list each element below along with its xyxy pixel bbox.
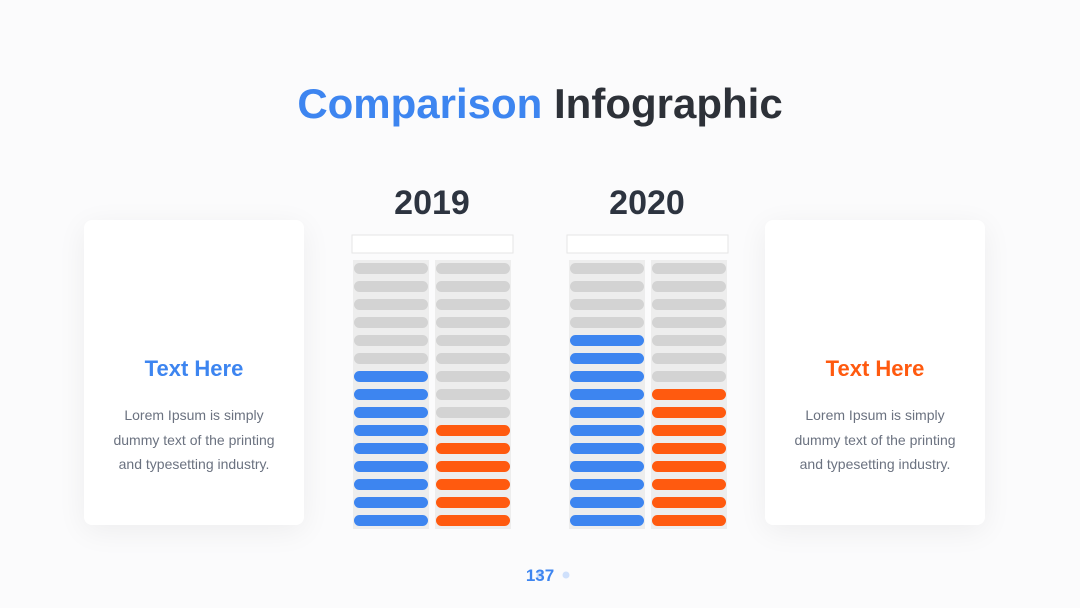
segment-empty (570, 299, 644, 310)
card-heading: Text Here (825, 356, 925, 381)
segment-empty (354, 263, 428, 274)
segment-empty (354, 317, 428, 328)
segment-empty (652, 317, 726, 328)
segment-empty (652, 371, 726, 382)
segment-empty (570, 263, 644, 274)
dot (562, 571, 570, 579)
segment-empty (652, 263, 726, 274)
segment-filled (354, 389, 428, 400)
segment-filled (570, 407, 644, 418)
segment-filled (436, 425, 510, 436)
year: 2020 (609, 184, 685, 222)
segment-filled (570, 335, 644, 346)
card: Text Here Lorem Ipsum is simply dummy te… (84, 220, 304, 525)
segment-empty (570, 317, 644, 328)
dot (536, 571, 544, 579)
segment-filled (354, 479, 428, 490)
header-box (566, 234, 729, 254)
segment-empty (436, 281, 510, 292)
segment-empty (436, 263, 510, 274)
segment-filled (354, 425, 428, 436)
segment-filled (436, 497, 510, 508)
segment-filled (652, 425, 726, 436)
segment-filled (570, 389, 644, 400)
card-body: Lorem Ipsum is simply dummy text of the … (794, 407, 956, 472)
segment-filled (570, 479, 644, 490)
segment-empty (570, 281, 644, 292)
segment-filled (436, 479, 510, 490)
segment-filled (652, 443, 726, 454)
segment-empty (436, 371, 510, 382)
card-heading: Text Here (144, 356, 244, 381)
segment-empty (436, 389, 510, 400)
segment-filled (436, 461, 510, 472)
segment-filled (570, 497, 644, 508)
segment-filled (652, 497, 726, 508)
title: Comparison Infographic (0, 80, 1080, 128)
segment-empty (436, 317, 510, 328)
segment-empty (436, 299, 510, 310)
segment-filled (354, 443, 428, 454)
segment-empty (436, 335, 510, 346)
segment-filled (570, 515, 644, 526)
segment-filled (354, 515, 428, 526)
segment-filled (354, 407, 428, 418)
segment-filled (570, 443, 644, 454)
segment-filled (570, 425, 644, 436)
segment-filled (652, 461, 726, 472)
segment-empty (354, 335, 428, 346)
segment-filled (354, 497, 428, 508)
card-body: Lorem Ipsum is simply dummy text of the … (113, 407, 275, 472)
year: 2019 (394, 184, 470, 222)
segment-empty (436, 353, 510, 364)
segment-filled (652, 515, 726, 526)
segment-empty (652, 281, 726, 292)
card: Text Here Lorem Ipsum is simply dummy te… (765, 220, 985, 525)
header-box (351, 234, 514, 254)
segment-empty (354, 281, 428, 292)
segment-empty (436, 407, 510, 418)
segment-empty (652, 299, 726, 310)
segment-filled (652, 389, 726, 400)
segment-filled (354, 371, 428, 382)
segment-filled (652, 479, 726, 490)
segment-filled (436, 515, 510, 526)
title-rest: Infographic (554, 80, 783, 127)
segment-empty (354, 353, 428, 364)
segment-filled (436, 443, 510, 454)
segment-filled (354, 461, 428, 472)
segment-empty (652, 335, 726, 346)
segment-filled (570, 461, 644, 472)
segment-empty (652, 353, 726, 364)
segment-filled (652, 407, 726, 418)
page-number: 137 (525, 566, 555, 585)
title-accent: Comparison (297, 80, 543, 127)
segment-filled (570, 371, 644, 382)
segment-empty (354, 299, 428, 310)
segment-filled (570, 353, 644, 364)
